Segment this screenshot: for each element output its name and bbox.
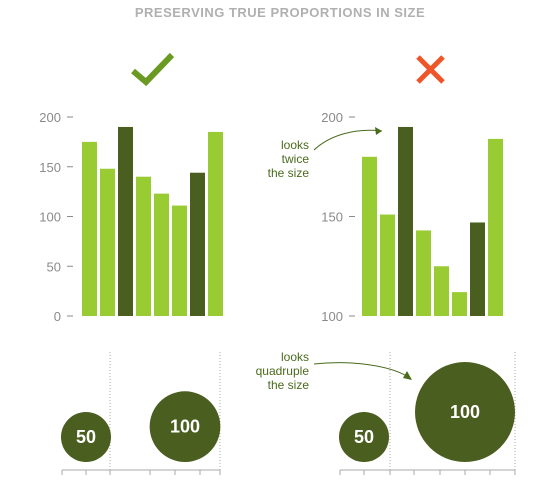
- bar: [416, 230, 431, 316]
- y-tick-label: 100: [321, 309, 343, 324]
- bar: [470, 222, 485, 316]
- bubble: [149, 391, 221, 462]
- y-tick-label: 200: [321, 110, 343, 125]
- y-tick-label: 100: [39, 210, 61, 225]
- bar: [362, 156, 377, 316]
- annotation-text: quadruple: [256, 364, 310, 378]
- bar: [434, 266, 449, 316]
- y-tick-label: 200: [39, 110, 61, 125]
- bubble: [415, 362, 515, 462]
- annotation-arrow: [313, 362, 411, 379]
- annotation-text: twice: [282, 152, 310, 166]
- bubble-label: 50: [354, 427, 374, 447]
- bar: [398, 126, 413, 316]
- figure-title: PRESERVING TRUE PROPORTIONS IN SIZE: [134, 5, 426, 20]
- bar: [118, 126, 133, 316]
- bubble-label: 100: [450, 402, 480, 422]
- bar: [82, 141, 97, 316]
- bar: [154, 193, 169, 316]
- bar: [208, 131, 223, 316]
- bar: [380, 214, 395, 316]
- annotation-arrowhead: [375, 127, 382, 135]
- bubble: [339, 412, 389, 462]
- bubble: [61, 412, 111, 462]
- annotation-text: the size: [268, 378, 310, 392]
- annotation-arrowhead: [403, 371, 412, 380]
- bubble-label: 100: [170, 417, 200, 437]
- annotation-arrow: [313, 129, 383, 151]
- bubble-label: 50: [76, 427, 96, 447]
- bar: [190, 172, 205, 316]
- check-icon: [131, 52, 175, 87]
- annotation-text: looks: [281, 138, 309, 152]
- annotation-text: looks: [281, 350, 309, 364]
- left-bar-chart: 0 50 100 150 200: [39, 110, 223, 324]
- bar: [172, 205, 187, 316]
- y-tick-label: 0: [54, 309, 61, 324]
- cross-icon: [416, 55, 445, 84]
- bar: [136, 176, 151, 316]
- y-tick-label: 50: [47, 259, 61, 274]
- left-bubble-chart: 50 100: [61, 352, 221, 475]
- bar: [488, 138, 503, 316]
- y-tick-label: 150: [39, 160, 61, 175]
- bar: [100, 168, 115, 316]
- annotation-text: the size: [268, 166, 310, 180]
- y-tick-label: 150: [321, 210, 343, 225]
- bar: [452, 292, 467, 316]
